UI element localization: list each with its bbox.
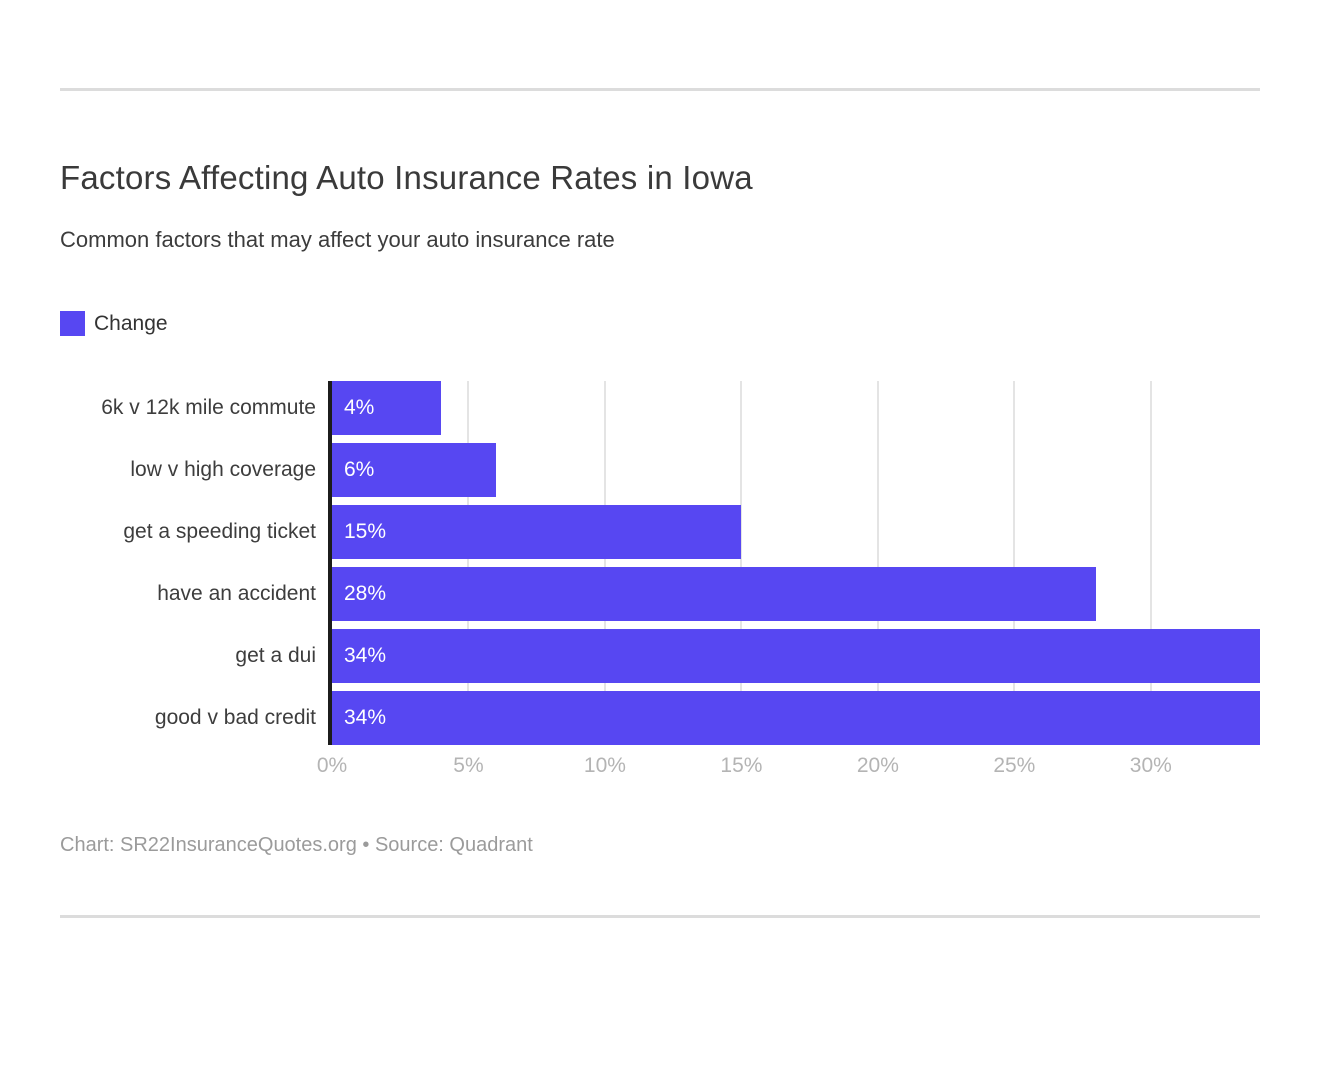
- gridline: [1149, 381, 1152, 745]
- bar-value-label: 28%: [344, 582, 387, 605]
- x-axis-ticks: 0% 5% 10% 15% 20% 25% 30%: [317, 754, 1260, 786]
- bar-value-label: 15%: [344, 520, 387, 543]
- x-tick-label: 5%: [453, 754, 484, 777]
- legend-swatch: [60, 311, 85, 336]
- legend-label: Change: [94, 311, 168, 335]
- category-label: good v bad credit: [154, 706, 316, 729]
- bars-area: 4% 6% 15% 28% 34% 34%: [328, 381, 1260, 745]
- bar: 28%: [332, 567, 1097, 621]
- chart-title: Factors Affecting Auto Insurance Rates i…: [60, 159, 753, 196]
- bar-chart: 6k v 12k mile commute low v high coverage…: [60, 381, 1260, 786]
- bar: 6%: [332, 443, 496, 497]
- bottom-divider: [60, 915, 1260, 918]
- bar: 34%: [332, 691, 1260, 745]
- gridline: [740, 381, 743, 745]
- bar-value-label: 34%: [344, 644, 387, 667]
- gridline: [1013, 381, 1016, 745]
- bar: 4%: [332, 381, 442, 435]
- bar-value-label: 4%: [344, 396, 375, 419]
- category-label: low v high coverage: [130, 458, 316, 481]
- bar: 15%: [332, 505, 742, 559]
- x-tick-label: 0%: [316, 754, 348, 777]
- gridline: [876, 381, 879, 745]
- x-tick-label: 15%: [720, 754, 763, 777]
- page: Factors Affecting Auto Insurance Rates i…: [0, 88, 1320, 1078]
- x-tick-label: 10%: [583, 754, 626, 777]
- gridline: [603, 381, 606, 745]
- top-divider: [60, 88, 1260, 91]
- category-labels: 6k v 12k mile commute low v high coverage…: [60, 381, 328, 786]
- x-tick-label: 30%: [1129, 754, 1172, 777]
- category-label: get a dui: [235, 644, 316, 667]
- legend: Change: [60, 311, 1260, 336]
- plot-area: 4% 6% 15% 28% 34% 34% 0% 5% 10% 15% 20% 25% 30%: [317, 381, 1260, 786]
- bar-value-label: 34%: [344, 706, 387, 729]
- category-label: get a speeding ticket: [123, 520, 316, 543]
- bar-value-label: 6%: [344, 458, 375, 481]
- x-tick-label: 20%: [856, 754, 899, 777]
- chart-footer: Chart: SR22InsuranceQuotes.org • Source:…: [60, 834, 533, 856]
- chart-subtitle: Common factors that may affect your auto…: [60, 227, 615, 252]
- gridline: [467, 381, 470, 745]
- bar: 34%: [332, 629, 1260, 683]
- category-label: have an accident: [157, 582, 316, 605]
- category-label: 6k v 12k mile commute: [101, 396, 316, 419]
- x-tick-label: 25%: [993, 754, 1036, 777]
